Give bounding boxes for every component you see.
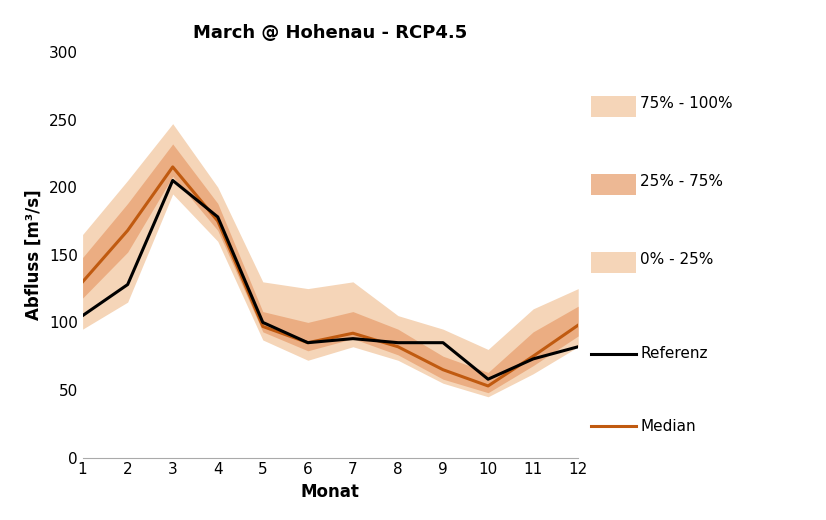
X-axis label: Monat: Monat bbox=[301, 483, 360, 501]
Text: Median: Median bbox=[640, 419, 695, 434]
Y-axis label: Abfluss [m³/s]: Abfluss [m³/s] bbox=[25, 189, 43, 320]
Title: March @ Hohenau - RCP4.5: March @ Hohenau - RCP4.5 bbox=[193, 24, 468, 42]
Text: 0% - 25%: 0% - 25% bbox=[640, 253, 714, 267]
Text: 25% - 75%: 25% - 75% bbox=[640, 175, 723, 189]
Text: Referenz: Referenz bbox=[640, 346, 708, 361]
Text: 75% - 100%: 75% - 100% bbox=[640, 97, 733, 111]
